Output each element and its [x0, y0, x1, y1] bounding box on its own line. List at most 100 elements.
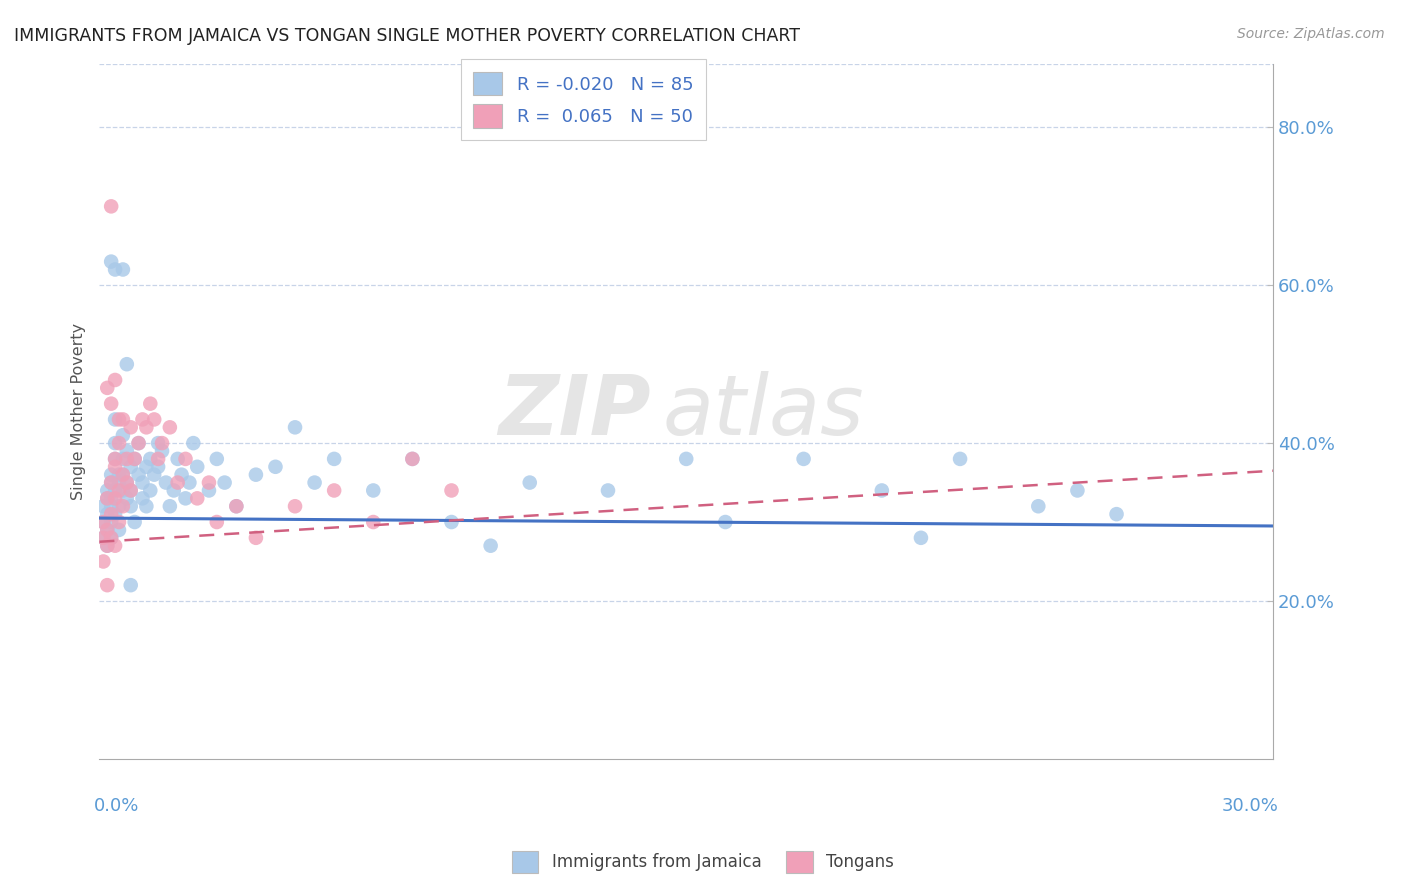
Point [128, 467, 150, 482]
Legend: Immigrants from Jamaica, Tongans: Immigrants from Jamaica, Tongans [505, 845, 901, 880]
Point [225, 500, 247, 514]
Point [111, 451, 134, 466]
Point [179, 475, 201, 490]
Point [111, 500, 134, 514]
Point [166, 475, 188, 490]
Point [139, 397, 162, 411]
Point [170, 467, 193, 482]
Point [100, 500, 122, 514]
Point [245, 467, 267, 482]
Point [284, 420, 307, 434]
Text: 30.0%: 30.0% [1222, 797, 1279, 815]
Text: atlas: atlas [662, 371, 865, 452]
Point [104, 451, 127, 466]
Point [93, 554, 115, 568]
Point [100, 515, 122, 529]
Text: Source: ZipAtlas.com: Source: ZipAtlas.com [1237, 27, 1385, 41]
Point [120, 483, 142, 498]
Point [214, 475, 236, 490]
Point [100, 507, 122, 521]
Point [304, 475, 326, 490]
Point [111, 428, 134, 442]
Point [100, 397, 122, 411]
Point [96, 491, 118, 506]
Point [93, 515, 115, 529]
Point [100, 254, 122, 268]
Point [361, 515, 384, 529]
Point [120, 578, 142, 592]
Point [111, 467, 134, 482]
Point [150, 436, 173, 450]
Point [519, 475, 541, 490]
Point [198, 475, 221, 490]
Point [108, 483, 131, 498]
Point [104, 436, 127, 450]
Point [115, 451, 138, 466]
Point [163, 483, 186, 498]
Point [1105, 507, 1128, 521]
Point [131, 475, 153, 490]
Point [96, 578, 118, 592]
Point [245, 531, 267, 545]
Point [166, 451, 188, 466]
Point [143, 467, 166, 482]
Point [124, 451, 146, 466]
Point [205, 451, 228, 466]
Point [93, 531, 115, 545]
Point [111, 412, 134, 426]
Point [264, 459, 287, 474]
Point [135, 420, 157, 434]
Point [198, 483, 221, 498]
Point [96, 483, 118, 498]
Text: IMMIGRANTS FROM JAMAICA VS TONGAN SINGLE MOTHER POVERTY CORRELATION CHART: IMMIGRANTS FROM JAMAICA VS TONGAN SINGLE… [14, 27, 800, 45]
Point [128, 436, 150, 450]
Point [100, 491, 122, 506]
Point [401, 451, 423, 466]
Point [186, 459, 208, 474]
Point [100, 531, 122, 545]
Point [104, 262, 127, 277]
Point [205, 515, 228, 529]
Point [225, 500, 247, 514]
Text: 0.0%: 0.0% [94, 797, 139, 815]
Point [949, 451, 972, 466]
Point [124, 451, 146, 466]
Point [139, 451, 162, 466]
Point [96, 507, 118, 521]
Point [93, 500, 115, 514]
Point [131, 412, 153, 426]
Point [104, 483, 127, 498]
Point [104, 451, 127, 466]
Point [104, 412, 127, 426]
Point [93, 515, 115, 529]
Point [323, 483, 346, 498]
Point [96, 491, 118, 506]
Point [124, 515, 146, 529]
Point [100, 199, 122, 213]
Point [100, 531, 122, 545]
Point [128, 436, 150, 450]
Point [401, 451, 423, 466]
Point [120, 459, 142, 474]
Point [1066, 483, 1088, 498]
Y-axis label: Single Mother Poverty: Single Mother Poverty [72, 323, 86, 500]
Point [186, 491, 208, 506]
Point [115, 475, 138, 490]
Point [440, 515, 463, 529]
Point [146, 436, 169, 450]
Point [361, 483, 384, 498]
Point [104, 373, 127, 387]
Point [155, 475, 177, 490]
Point [108, 412, 131, 426]
Point [131, 491, 153, 506]
Point [135, 459, 157, 474]
Point [174, 451, 197, 466]
Point [108, 515, 131, 529]
Point [104, 459, 127, 474]
Point [108, 500, 131, 514]
Point [100, 467, 122, 482]
Point [1026, 500, 1049, 514]
Point [675, 451, 697, 466]
Point [146, 451, 169, 466]
Point [111, 483, 134, 498]
